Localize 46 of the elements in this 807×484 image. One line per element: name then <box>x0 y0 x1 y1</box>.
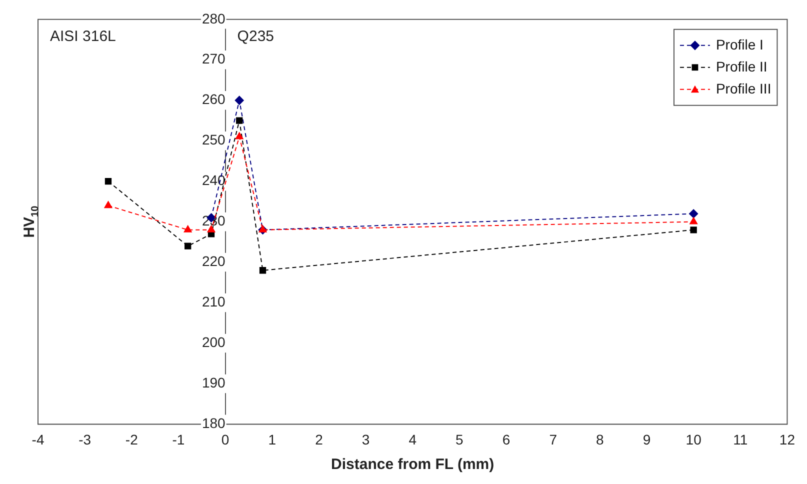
x-tick-label: 6 <box>502 431 510 448</box>
y-tick-label: 250 <box>202 132 226 148</box>
x-tick-label: 3 <box>362 431 370 448</box>
legend-label: Profile III <box>716 80 772 96</box>
x-tick-label: -4 <box>32 431 44 448</box>
y-tick-label: 260 <box>202 91 226 108</box>
x-tick-label: 4 <box>408 431 417 448</box>
point <box>689 209 698 218</box>
x-axis-title: Distance from FL (mm) <box>331 456 494 474</box>
point <box>184 242 192 250</box>
point <box>258 225 267 232</box>
annotation: AISI 316L <box>50 28 116 46</box>
legend-label: Profile II <box>716 58 768 74</box>
legend-label: Profile I <box>716 36 764 52</box>
y-tick-label: 240 <box>202 172 226 188</box>
y-tick-label: 210 <box>202 294 226 310</box>
y-tick-label: 200 <box>202 334 226 350</box>
y-tick-label: 280 <box>202 10 226 26</box>
x-tick-label: -3 <box>78 431 92 448</box>
x-tick-label: 10 <box>686 431 702 448</box>
point <box>104 178 112 185</box>
point <box>184 225 192 232</box>
y-tick-label: 270 <box>202 50 226 67</box>
y-tick-label: 180 <box>202 415 226 432</box>
x-tick-label: 7 <box>549 431 558 448</box>
y-axis-title: HV10 <box>21 205 41 238</box>
point <box>259 267 266 274</box>
y-tick-label: 190 <box>202 374 226 391</box>
point <box>234 96 244 105</box>
point <box>690 226 697 234</box>
annotation: Q235 <box>237 28 274 46</box>
x-tick-label: 0 <box>221 431 230 448</box>
x-tick-label: -2 <box>125 431 138 448</box>
x-tick-label: 11 <box>733 431 748 448</box>
x-tick-label: 2 <box>315 431 324 448</box>
point <box>690 217 698 224</box>
x-tick-label: 12 <box>779 431 796 448</box>
y-tick-label: 220 <box>202 253 226 270</box>
point <box>104 201 112 208</box>
x-tick-label: 1 <box>268 431 276 448</box>
point <box>235 132 244 140</box>
x-tick-label: 8 <box>596 431 604 448</box>
point <box>236 117 243 124</box>
x-tick-label: -1 <box>172 431 185 448</box>
x-tick-label: 5 <box>456 431 464 448</box>
x-tick-label: 9 <box>642 431 651 448</box>
